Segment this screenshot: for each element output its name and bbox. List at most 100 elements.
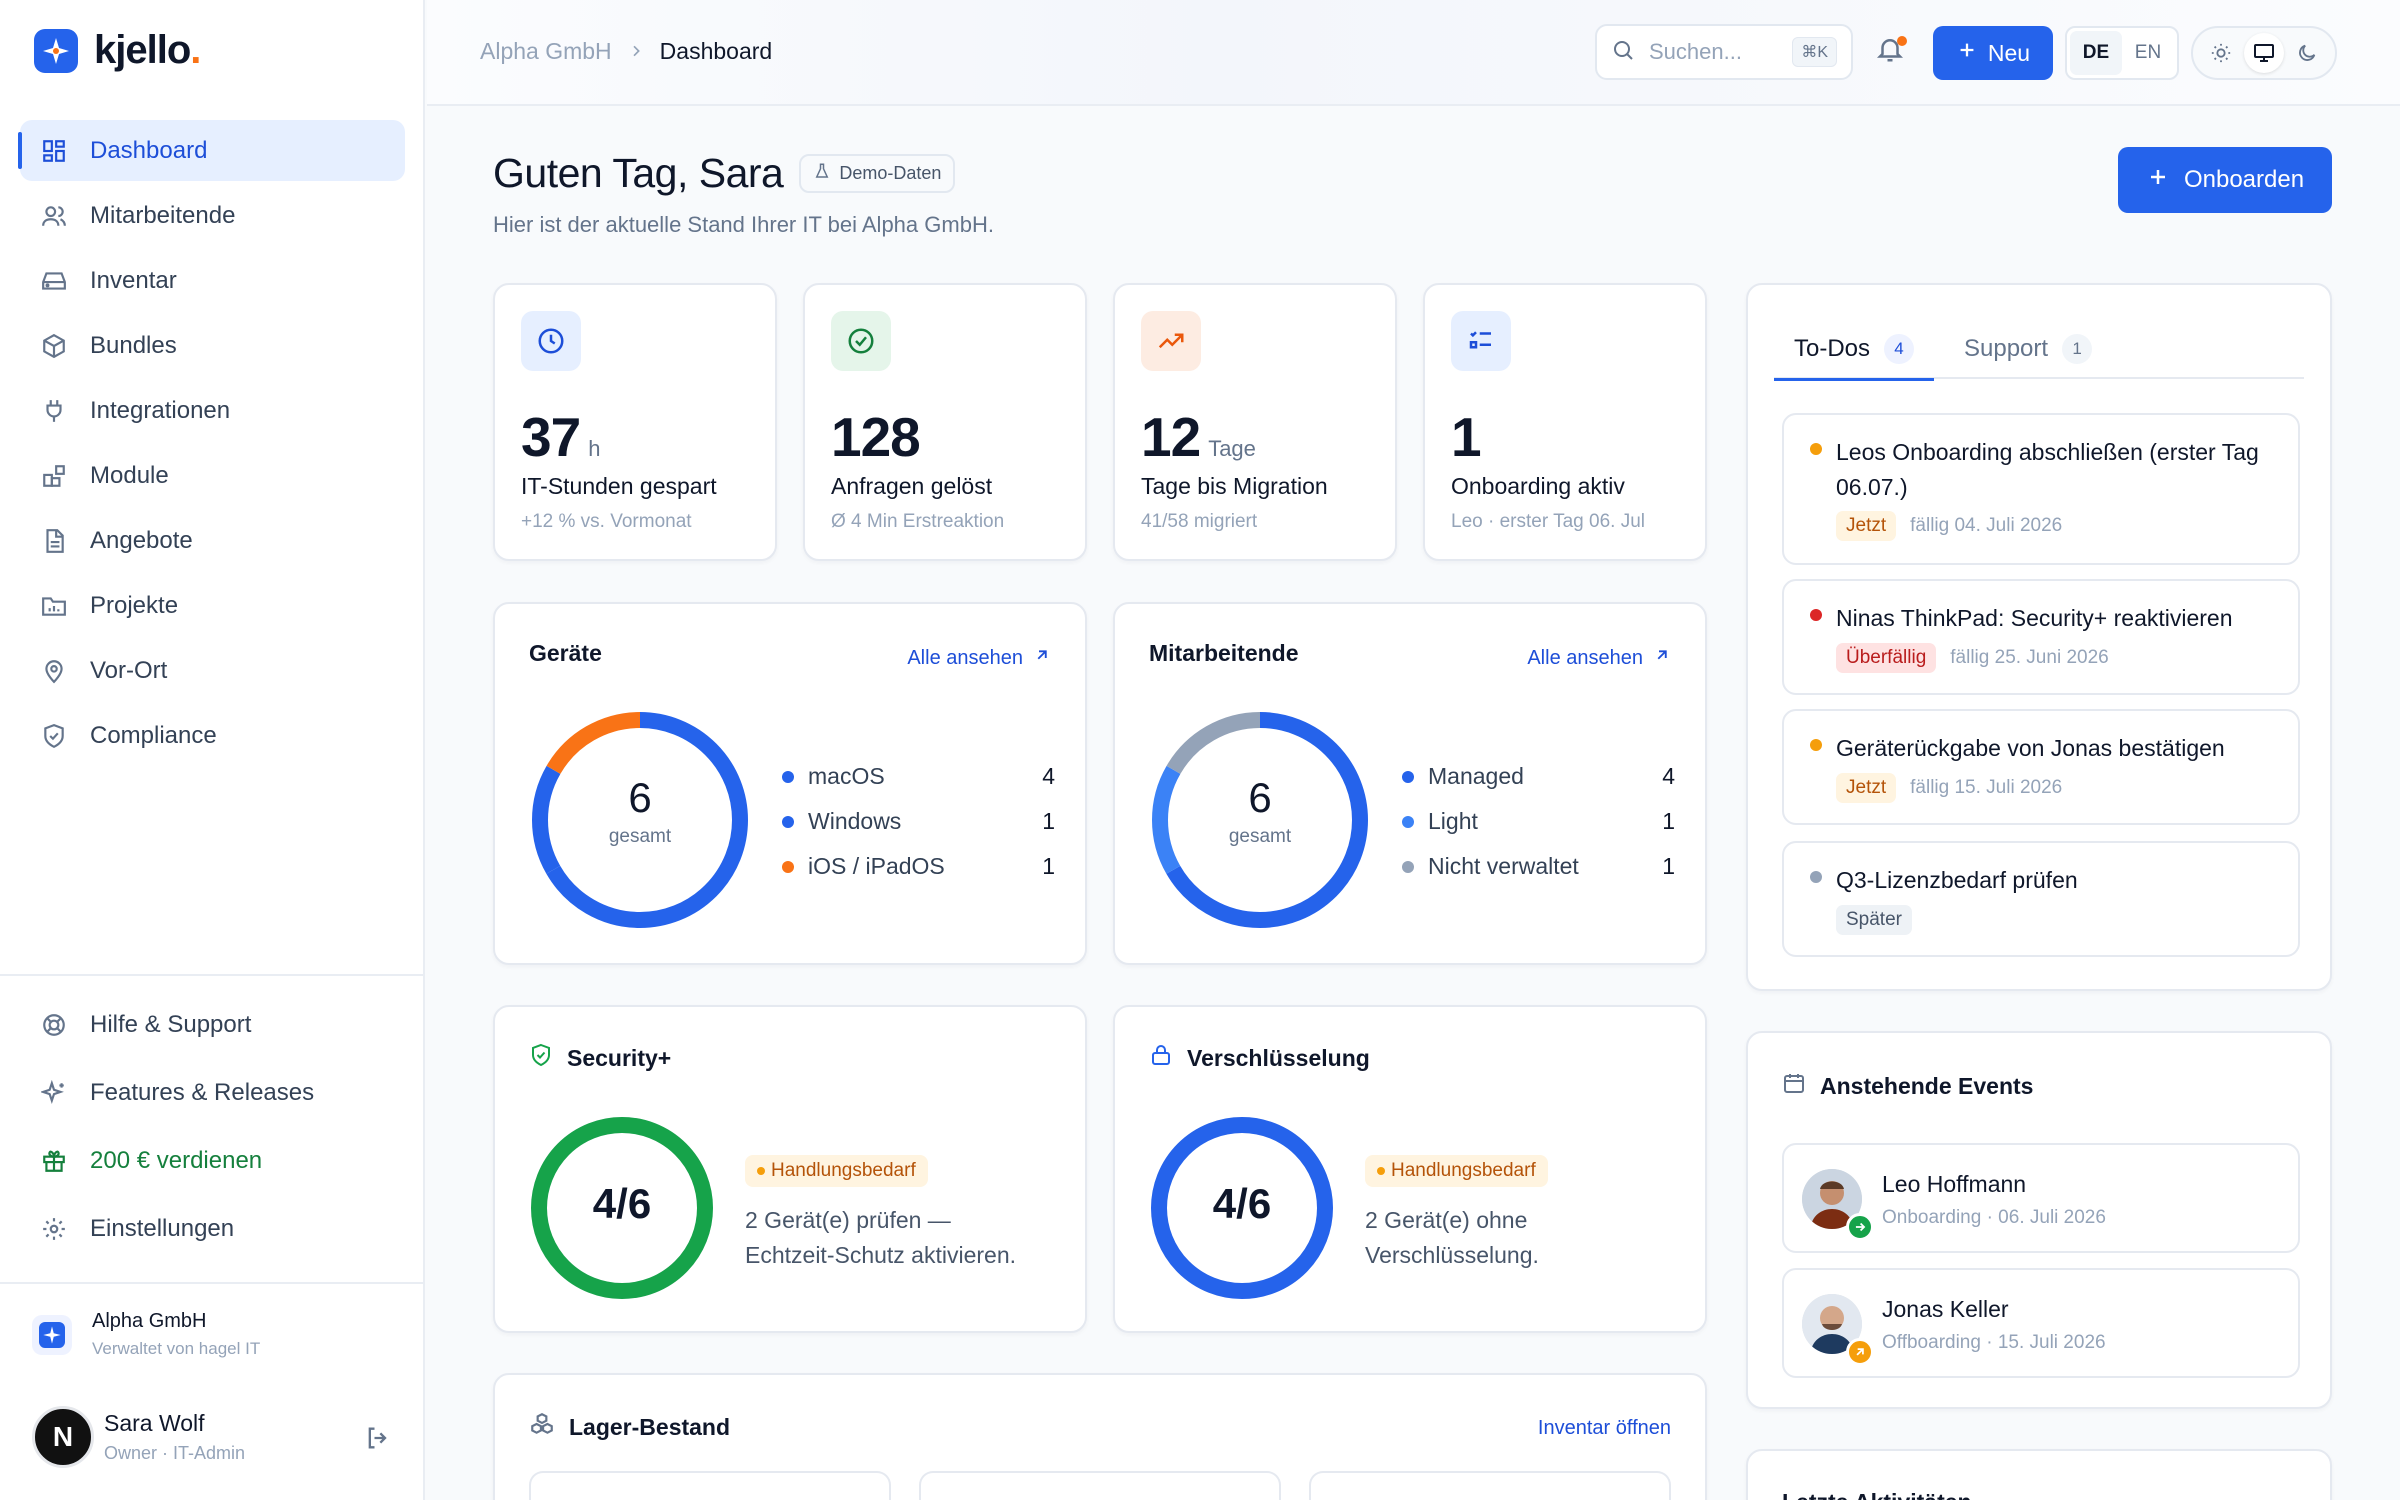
stat-unit: Tage [1208,436,1256,461]
legend-dot [782,815,794,828]
status-badge: Handlungsbedarf [1365,1155,1548,1187]
legend-item: Nicht verwaltet 1 [1402,844,1675,889]
new-button[interactable]: Neu [1933,26,2053,80]
stat-value: 37 [521,406,581,468]
events-title: Anstehende Events [1820,1072,2034,1099]
sidebar-item-label: Hilfe & Support [90,1011,252,1038]
tab-support[interactable]: Support 1 [1964,319,2093,379]
onboard-button[interactable]: Onboarden [2118,147,2332,213]
sidebar-item-hilfe[interactable]: Hilfe & Support [20,993,405,1057]
stat-card-hours[interactable]: 37 h IT-Stunden gespart +12 % vs. Vormona… [493,283,777,561]
todo-item[interactable]: Q3-Lizenzbedarf prüfen Später [1782,841,2300,957]
link-label: Alle ansehen [907,646,1023,669]
todo-item[interactable]: Geräterückgabe von Jonas bestätigen Jetz… [1782,709,2300,825]
demo-badge: Demo-Daten [799,154,956,193]
sidebar-item-angebote[interactable]: Angebote [20,510,405,571]
todo-due: fällig 15. Juli 2026 [1910,777,2063,798]
sidebar-item-bundles[interactable]: Bundles [20,315,405,376]
sidebar: kjello. Dashboard Mitarbeitende Inventar… [0,0,425,1500]
chevron-right-icon [628,38,644,65]
employees-donut [1152,712,1368,928]
stat-card-requests[interactable]: 128 Anfragen gelöst Ø 4 Min Erstreaktion [803,283,1087,561]
stat-value: 1 [1451,406,1482,468]
page-subtitle: Hier ist der aktuelle Stand Ihrer IT bei… [493,212,994,237]
sidebar-item-vor-ort[interactable]: Vor-Ort [20,640,405,701]
activity-panel: Letzte Aktivitäten [1746,1449,2332,1500]
search-icon [1611,38,1635,67]
encryption-ring [1151,1117,1333,1299]
open-inventory-link[interactable]: Inventar öffnen [1537,1417,1671,1439]
breadcrumb-org[interactable]: Alpha GmbH [480,38,612,64]
stock-item[interactable] [529,1471,891,1500]
devices-total: 6 gesamt [529,774,751,848]
monitor-icon[interactable] [2243,33,2284,73]
language-de[interactable]: DE [2070,31,2122,75]
devices-title: Geräte [529,640,602,666]
sidebar-item-projekte[interactable]: Projekte [20,575,405,636]
org-switcher[interactable]: Alpha GmbH Verwaltet von hagel IT [32,1310,260,1359]
breadcrumb: Alpha GmbH Dashboard [480,38,772,65]
legend-label: Light [1428,808,1478,834]
bell-icon[interactable] [1875,34,1905,69]
sidebar-item-dashboard[interactable]: Dashboard [18,120,405,181]
sidebar-item-mitarbeitende[interactable]: Mitarbeitende [20,185,405,246]
stat-card-onboarding[interactable]: 1 Onboarding aktiv Leo · erster Tag 06. … [1423,283,1707,561]
employees-legend: Managed 4 Light 1 Nicht verwaltet 1 [1402,754,1675,889]
sidebar-item-einstellungen[interactable]: Einstellungen [20,1197,405,1261]
sidebar-item-integrationen[interactable]: Integrationen [20,380,405,441]
stat-unit: h [588,436,601,461]
sun-icon[interactable] [2201,33,2241,73]
todo-item[interactable]: Leos Onboarding abschließen (erster Tag … [1782,413,2300,565]
legend-count: 1 [1662,808,1675,834]
sidebar-item-inventar[interactable]: Inventar [20,250,405,311]
stat-label: Onboarding aktiv [1451,473,1625,499]
employees-title: Mitarbeitende [1149,640,1299,666]
logo-star-icon [34,28,78,73]
event-item[interactable]: Leo Hoffmann Onboarding · 06. Juli 2026 [1782,1143,2300,1253]
gift-icon [40,1147,68,1175]
arrow-up-right-icon [1653,646,1671,670]
sparkles-icon [40,1079,68,1107]
sidebar-item-referral[interactable]: 200 € verdienen [20,1129,405,1193]
sidebar-item-module[interactable]: Module [20,445,405,506]
onboard-button-label: Onboarden [2183,166,2305,193]
sidebar-item-features[interactable]: Features & Releases [20,1061,405,1125]
language-en[interactable]: EN [2134,42,2162,63]
status-dot [1377,1167,1385,1175]
grid-icon [40,137,68,165]
stat-label: Tage bis Migration [1141,473,1328,499]
legend-label: macOS [808,763,885,789]
priority-dot [1810,739,1822,751]
clock-icon [521,311,581,371]
search-input[interactable]: Suchen... ⌘K [1595,24,1853,80]
logout-icon[interactable] [364,1424,392,1457]
todo-item[interactable]: Ninas ThinkPad: Security+ reaktivieren Ü… [1782,579,2300,695]
stat-card-migration[interactable]: 12 Tage Tage bis Migration 41/58 migriert [1113,283,1397,561]
todo-title: Q3-Lizenzbedarf prüfen [1836,867,2078,893]
devices-segment-windows [532,712,748,928]
tab-todos[interactable]: To-Dos 4 [1774,319,1935,381]
todo-title: Leos Onboarding abschließen (erster Tag … [1836,439,2259,500]
stat-sub: Leo · erster Tag 06. Jul [1451,511,1645,532]
todo-due: fällig 25. Juni 2026 [1950,647,2109,668]
employees-view-all-link[interactable]: Alle ansehen [1527,646,1671,670]
gear-icon [40,1215,68,1243]
tab-count: 4 [1884,334,1915,364]
legend-label: iOS / iPadOS [808,853,945,879]
app-logo[interactable]: kjello. [34,28,201,73]
user-profile[interactable]: N Sara Wolf Owner · IT-Admin [32,1406,387,1468]
sidebar-item-label: Vor-Ort [90,656,168,684]
stock-item[interactable] [919,1471,1281,1500]
devices-view-all-link[interactable]: Alle ansehen [907,646,1051,670]
sidebar-item-compliance[interactable]: Compliance [20,705,405,766]
lifebuoy-icon [40,1011,68,1039]
moon-icon[interactable] [2287,33,2327,73]
legend-item: macOS 4 [782,754,1055,799]
priority-dot [1810,871,1822,883]
stock-item[interactable] [1309,1471,1671,1500]
event-item[interactable]: Jonas Keller Offboarding · 15. Juli 2026 [1782,1268,2300,1378]
stat-sub: Ø 4 Min Erstreaktion [831,511,1005,532]
blocks-icon [40,462,68,490]
stock-card: Lager-Bestand Inventar öffnen [493,1373,1707,1500]
sidebar-item-label: Projekte [90,591,179,619]
